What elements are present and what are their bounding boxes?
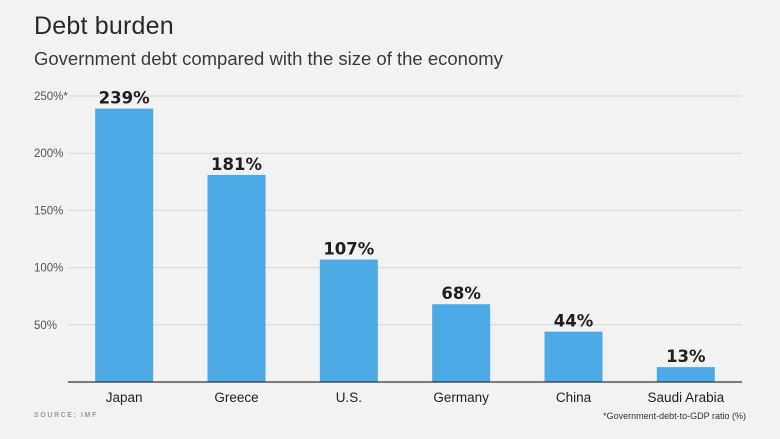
source-credit: SOURCE: IMF — [34, 412, 98, 419]
x-tick-label: Germany — [433, 390, 489, 405]
y-tick-label: 150% — [34, 205, 63, 217]
x-tick-label: Saudi Arabia — [648, 390, 725, 405]
data-label: 68% — [441, 284, 481, 303]
bar — [319, 259, 378, 382]
chart-subtitle: Government debt compared with the size o… — [34, 48, 503, 69]
x-tick-label: Japan — [106, 390, 143, 405]
y-tick-label: 100% — [34, 263, 63, 275]
bar — [432, 304, 491, 382]
bar — [95, 108, 154, 383]
bar — [656, 367, 715, 382]
x-tick-label: U.S. — [336, 390, 362, 405]
x-tick-label: Greece — [214, 390, 258, 405]
data-label: 239% — [99, 89, 150, 108]
data-label: 107% — [323, 240, 374, 259]
y-tick-label: 50% — [34, 320, 57, 332]
bar — [207, 174, 266, 382]
data-label: 13% — [666, 347, 706, 366]
data-label: 44% — [554, 312, 594, 331]
x-tick-label: China — [556, 390, 592, 405]
y-tick-label: 250%* — [34, 91, 68, 103]
y-tick-label: 200% — [34, 148, 63, 160]
bar — [544, 331, 603, 382]
data-label: 181% — [211, 155, 262, 174]
footnote: *Government-debt-to-GDP ratio (%) — [603, 411, 746, 421]
chart-title: Debt burden — [34, 12, 174, 40]
